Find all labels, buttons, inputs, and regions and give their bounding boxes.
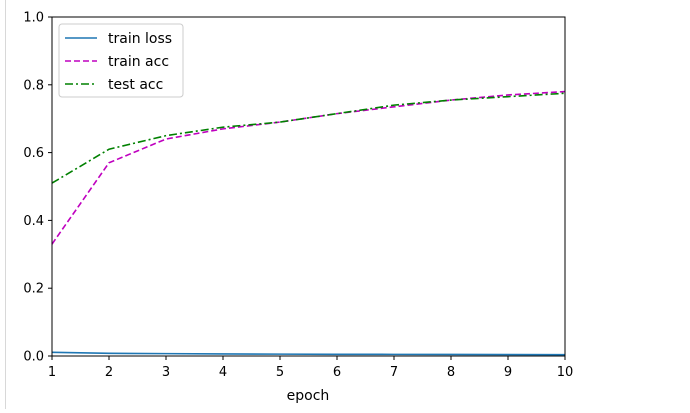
y-tick-label: 0.0 — [23, 350, 44, 365]
x-axis: 1 2 3 4 5 6 7 8 9 10 — [48, 356, 573, 380]
legend-label: test acc — [108, 77, 163, 93]
series-line-train-acc — [52, 92, 565, 245]
legend-label: train loss — [108, 31, 172, 47]
y-tick-label: 0.8 — [23, 78, 44, 93]
x-tick-label: 10 — [557, 365, 574, 380]
x-tick-label: 4 — [219, 365, 227, 380]
series-line-train-loss — [52, 352, 565, 354]
plot-area — [52, 92, 565, 355]
x-tick-label: 9 — [504, 365, 512, 380]
x-tick-label: 2 — [105, 365, 113, 380]
legend: train loss train acc test acc — [59, 24, 183, 97]
y-tick-label: 0.4 — [23, 214, 44, 229]
x-tick-label: 1 — [48, 365, 56, 380]
series-line-test-acc — [52, 93, 565, 183]
x-tick-label: 3 — [162, 365, 170, 380]
y-tick-label: 0.2 — [23, 282, 44, 297]
x-tick-label: 5 — [276, 365, 284, 380]
y-tick-label: 0.6 — [23, 146, 44, 161]
x-tick-label: 7 — [390, 365, 398, 380]
x-tick-label: 6 — [333, 365, 341, 380]
y-axis: 0.0 0.2 0.4 0.6 0.8 1.0 — [23, 11, 52, 365]
window-edge — [5, 0, 6, 409]
y-tick-label: 1.0 — [23, 11, 44, 26]
legend-label: train acc — [108, 54, 169, 70]
x-tick-label: 8 — [447, 365, 455, 380]
x-axis-label: epoch — [287, 388, 330, 404]
